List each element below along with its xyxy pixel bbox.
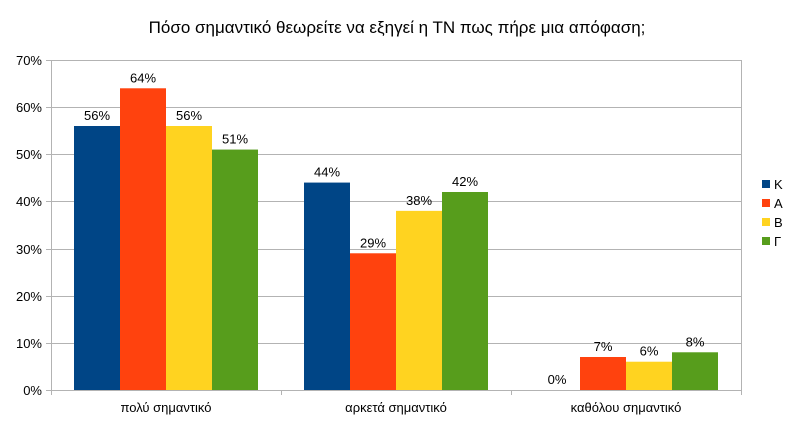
data-label: 51%: [222, 132, 248, 147]
legend-swatch: [762, 199, 770, 207]
y-tick-label: 70%: [16, 53, 42, 68]
data-label: 64%: [130, 70, 156, 85]
legend-label: Β: [774, 215, 783, 230]
bar: [580, 357, 626, 390]
bar: [396, 210, 442, 390]
data-label: 38%: [406, 193, 432, 208]
y-tick-label: 0%: [23, 383, 42, 398]
y-tick-label: 50%: [16, 147, 42, 162]
y-tick-label: 10%: [16, 336, 42, 351]
legend-swatch: [762, 180, 770, 188]
legend-swatch: [762, 237, 770, 245]
data-label: 42%: [452, 174, 478, 189]
data-labels: 56% 44% 0% 64% 29% 7% 56% 38% 6% 51% 42% 8%: [84, 70, 705, 387]
legend-swatch: [762, 218, 770, 226]
bar: [304, 182, 350, 390]
data-label: 0%: [548, 372, 567, 387]
data-label: 8%: [686, 334, 705, 349]
y-tick-label: 60%: [16, 100, 42, 115]
bar: [74, 126, 120, 390]
bar: [120, 88, 166, 391]
bar: [212, 149, 258, 390]
chart-title: Πόσο σημαντικό θεωρείτε να εξηγεί η ΤΝ π…: [149, 18, 646, 37]
x-tick-label: αρκετά σημαντικό: [345, 400, 447, 415]
x-tick-label: καθόλου σημαντικό: [571, 400, 682, 415]
y-tick-label: 20%: [16, 289, 42, 304]
data-label: 56%: [84, 108, 110, 123]
bar: [442, 192, 488, 390]
bar: [626, 361, 672, 390]
y-tick-label: 30%: [16, 242, 42, 257]
data-label: 29%: [360, 235, 386, 250]
data-label: 6%: [640, 344, 659, 359]
legend-label: Γ: [774, 234, 781, 249]
data-label: 44%: [314, 165, 340, 180]
bar: [350, 253, 396, 390]
bar: [672, 352, 718, 390]
legend-label: Κ: [774, 177, 783, 192]
bar: [166, 126, 212, 390]
y-tick-label: 40%: [16, 194, 42, 209]
x-tick-label: πολύ σημαντικό: [120, 400, 211, 415]
legend-label: Α: [774, 196, 783, 211]
axes: 0% 10% 20% 30% 40% 50% 60% 70% πολύ σημαντικό αρκ…: [16, 53, 742, 415]
data-label: 56%: [176, 108, 202, 123]
data-label: 7%: [594, 339, 613, 354]
bars: [74, 88, 718, 391]
